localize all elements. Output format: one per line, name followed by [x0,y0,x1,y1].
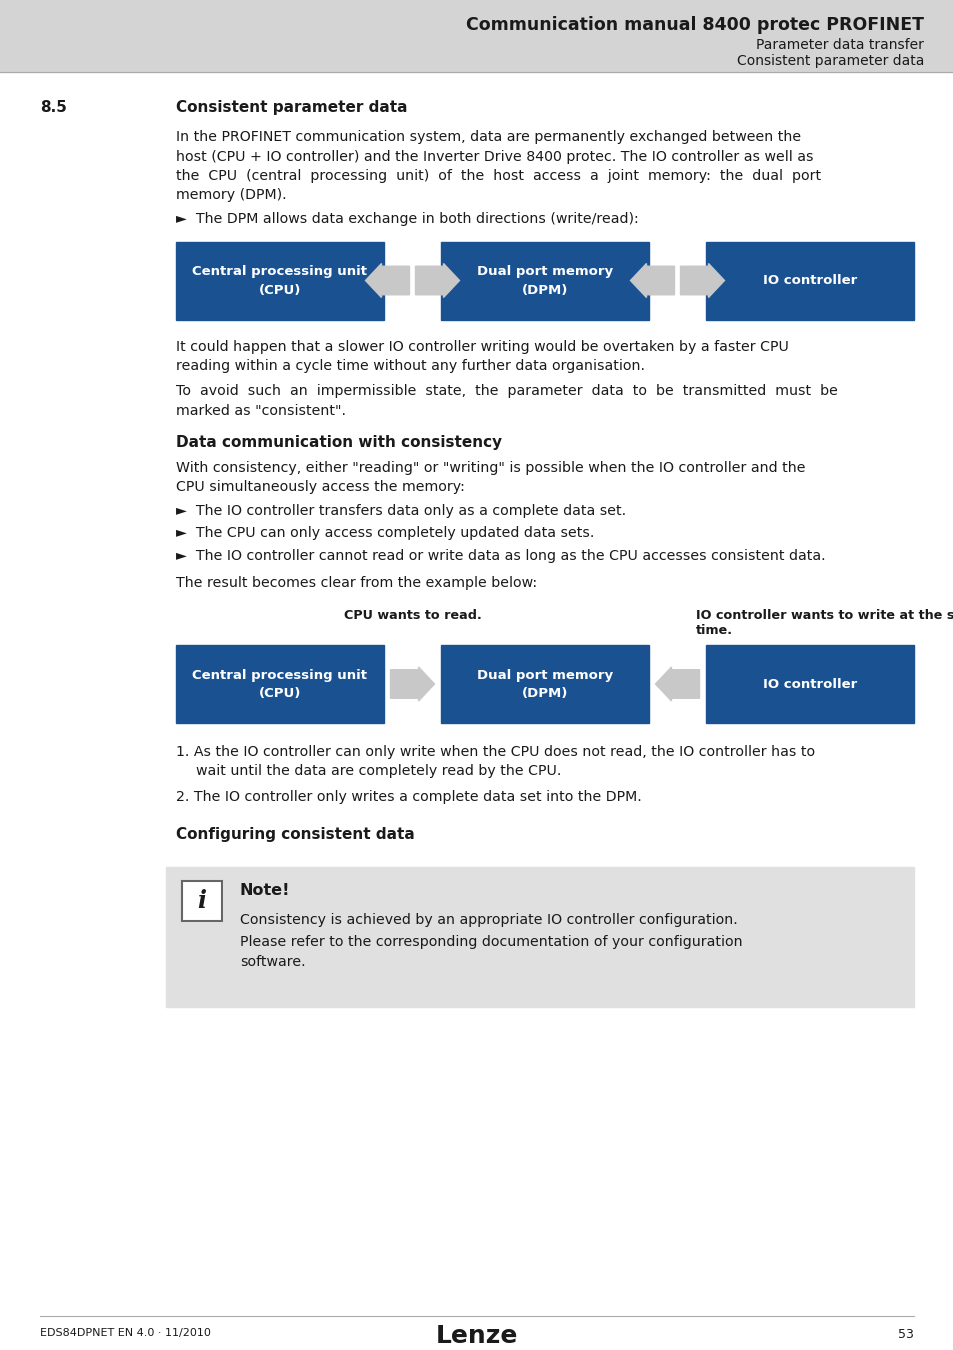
Text: It could happen that a slower IO controller writing would be overtaken by a fast: It could happen that a slower IO control… [175,339,788,354]
Text: Data communication with consistency: Data communication with consistency [175,436,501,451]
Text: EDS84DPNET EN 4.0 · 11/2010: EDS84DPNET EN 4.0 · 11/2010 [40,1328,211,1338]
Text: Communication manual 8400 protec PROFINET: Communication manual 8400 protec PROFINE… [465,16,923,34]
Text: host (CPU + IO controller) and the Inverter Drive 8400 protec. The IO controller: host (CPU + IO controller) and the Inver… [175,150,813,163]
Text: Central processing unit: Central processing unit [193,265,367,278]
Text: (DPM): (DPM) [521,687,568,701]
Text: Note!: Note! [240,883,291,898]
Polygon shape [679,263,723,297]
Text: Dual port memory: Dual port memory [476,265,613,278]
Bar [182,882,222,921]
Bar [440,645,648,724]
Text: reading within a cycle time without any further data organisation.: reading within a cycle time without any … [175,359,644,373]
Text: IO controller wants to write at the same: IO controller wants to write at the same [696,609,953,622]
Text: IO controller: IO controller [762,678,856,690]
Text: ►  The IO controller cannot read or write data as long as the CPU accesses consi: ► The IO controller cannot read or write… [175,549,824,563]
Text: marked as "consistent".: marked as "consistent". [175,404,346,418]
Bar [705,645,913,724]
Bar [175,645,384,724]
Text: (CPU): (CPU) [258,284,301,297]
Text: 2. The IO controller only writes a complete data set into the DPM.: 2. The IO controller only writes a compl… [175,790,641,805]
Bar [0,0,953,72]
Text: memory (DPM).: memory (DPM). [175,189,286,202]
Text: (DPM): (DPM) [521,284,568,297]
Text: 8.5: 8.5 [40,100,67,115]
Text: 53: 53 [897,1328,913,1341]
Text: Dual port memory: Dual port memory [476,668,613,682]
Text: Consistent parameter data: Consistent parameter data [736,54,923,68]
Bar [440,242,648,320]
Text: Consistent parameter data: Consistent parameter data [175,100,407,115]
Text: time.: time. [696,624,732,637]
Bar [182,882,222,921]
Text: (CPU): (CPU) [258,687,301,701]
Text: With consistency, either "reading" or "writing" is possible when the IO controll: With consistency, either "reading" or "w… [175,460,804,475]
Bar [175,242,384,320]
Text: ►  The DPM allows data exchange in both directions (write/read):: ► The DPM allows data exchange in both d… [175,212,639,225]
Text: To  avoid  such  an  impermissible  state,  the  parameter  data  to  be  transm: To avoid such an impermissible state, th… [175,385,837,398]
Polygon shape [390,667,434,701]
Text: CPU wants to read.: CPU wants to read. [343,609,481,622]
Text: CPU simultaneously access the memory:: CPU simultaneously access the memory: [175,481,464,494]
Polygon shape [655,667,699,701]
Text: the  CPU  (central  processing  unit)  of  the  host  access  a  joint  memory: : the CPU (central processing unit) of the… [175,169,821,184]
Text: Lenze: Lenze [436,1324,517,1349]
Text: Please refer to the corresponding documentation of your configuration: Please refer to the corresponding docume… [240,936,741,949]
Text: The result becomes clear from the example below:: The result becomes clear from the exampl… [175,575,537,590]
Polygon shape [630,263,674,297]
Text: wait until the data are completely read by the CPU.: wait until the data are completely read … [195,764,560,779]
Text: software.: software. [240,954,305,969]
Text: Parameter data transfer: Parameter data transfer [756,38,923,53]
Polygon shape [416,263,459,297]
Text: ►  The IO controller transfers data only as a complete data set.: ► The IO controller transfers data only … [175,504,625,518]
Bar [705,242,913,320]
Text: i: i [197,890,206,913]
Text: Configuring consistent data: Configuring consistent data [175,828,415,842]
Text: IO controller: IO controller [762,274,856,288]
Text: 1. As the IO controller can only write when the CPU does not read, the IO contro: 1. As the IO controller can only write w… [175,745,814,759]
Text: Consistency is achieved by an appropriate IO controller configuration.: Consistency is achieved by an appropriat… [240,913,737,927]
Text: In the PROFINET communication system, data are permanently exchanged between the: In the PROFINET communication system, da… [175,130,801,144]
Bar [166,867,913,1007]
Text: Central processing unit: Central processing unit [193,668,367,682]
Text: ►  The CPU can only access completely updated data sets.: ► The CPU can only access completely upd… [175,526,594,540]
Polygon shape [365,263,409,297]
